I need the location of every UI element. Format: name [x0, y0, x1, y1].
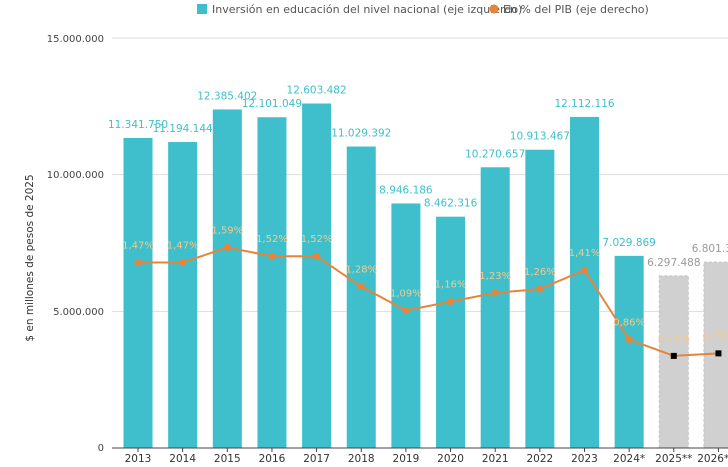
pib-value-label: 0,86%: [613, 318, 645, 329]
y-tick-label: 15.000.000: [47, 34, 104, 45]
bar-2024*: [614, 255, 644, 448]
x-tick-label: 2016: [259, 453, 286, 465]
pib-line-actual: [138, 246, 630, 341]
pib-point-2013: [134, 259, 142, 267]
pib-point-2016: [268, 252, 276, 260]
pib-value-label: 1,41%: [569, 248, 601, 259]
pib-point-2021: [491, 289, 499, 297]
bar-2015: [212, 109, 242, 449]
x-tick-label: 2019: [393, 453, 420, 465]
legend-label-investment: Inversión en educación del nivel naciona…: [212, 3, 522, 16]
bar-value-label: 12.101.049: [242, 98, 302, 110]
pib-point-2024*: [625, 336, 633, 344]
bar-value-label: 6.801.370: [692, 243, 728, 255]
pib-point-2015: [223, 243, 231, 251]
bar-value-label: 10.913.467: [510, 131, 570, 143]
bar-value-label: 8.946.186: [379, 184, 433, 196]
pib-point-2018: [357, 283, 365, 291]
y-tick-label: 10.000.000: [47, 170, 104, 181]
y-tick-label: 0: [98, 443, 104, 454]
pib-point-2023: [581, 266, 588, 274]
pib-point-2019: [402, 306, 410, 314]
x-tick-label: 2023: [571, 453, 598, 465]
x-tick-label: 2017: [303, 453, 330, 465]
y-axis-title: $ en millones de pesos de 2025: [24, 174, 36, 341]
pib-value-label: 0,75%: [703, 331, 728, 342]
bar-2020: [436, 216, 466, 448]
pib-value-label: 1,52%: [301, 234, 333, 245]
pib-value-label: 0,73%: [658, 334, 690, 345]
pib-point-2020: [447, 298, 455, 306]
x-tick-label: 2020: [437, 453, 464, 465]
pib-point-2017: [313, 252, 321, 260]
pib-value-label: 1,23%: [479, 271, 511, 282]
legend-label-pib: En % del PIB (eje derecho): [503, 3, 649, 16]
pib-value-label: 1,09%: [390, 288, 422, 299]
x-tick-label: 2014: [169, 453, 196, 465]
bar-value-label: 12.603.482: [287, 85, 347, 97]
pib-point-2026***: [715, 350, 722, 357]
pib-value-label: 1,47%: [167, 241, 199, 252]
legend-swatch-investment: [197, 4, 207, 14]
bar-value-label: 8.462.316: [424, 198, 478, 210]
bar-2018: [346, 146, 376, 448]
pib-value-label: 1,28%: [345, 265, 377, 276]
bar-2022: [525, 149, 555, 449]
pib-value-label: 1,26%: [524, 267, 556, 278]
x-tick-label: 2024*: [613, 453, 645, 465]
bar-2016: [257, 117, 287, 449]
bar-value-label: 11.194.144: [153, 123, 213, 135]
y-axis-ticks: 0 5.000.000 10.000.000 15.000.000: [47, 34, 104, 454]
bar-2014: [168, 142, 198, 448]
bar-2017: [302, 103, 332, 448]
bar-2019: [391, 203, 421, 448]
pib-value-label: 1,59%: [211, 225, 243, 236]
bar-2013: [123, 137, 153, 448]
bars: [123, 103, 728, 449]
bar-value-label: 12.385.402: [197, 90, 257, 102]
x-tick-label: 2021: [482, 453, 509, 465]
bar-2025**: [658, 275, 689, 449]
pib-value-label: 1,16%: [435, 280, 467, 291]
bar-value-label: 10.270.657: [465, 148, 525, 160]
x-tick-label: 2025**: [655, 453, 692, 465]
x-tick-label: 2022: [526, 453, 553, 465]
pib-point-2014: [179, 259, 187, 267]
pib-value-label: 1,52%: [256, 234, 288, 245]
pib-line: [134, 243, 722, 359]
pib-point-2025**: [670, 352, 677, 359]
x-tick-label: 2015: [214, 453, 241, 465]
pib-value-label: 1,47%: [122, 241, 154, 252]
pib-labels: 1,47% 1,47% 1,59% 1,52% 1,52% 1,28% 1,09% 1,16%…: [122, 225, 728, 344]
x-tick-label: 2013: [125, 453, 152, 465]
x-tick-label: 2026***: [697, 453, 728, 465]
bar-value-label: 11.029.392: [331, 128, 391, 140]
bar-value-label: 12.112.116: [554, 98, 614, 110]
bar-value-label: 11.341.750: [108, 119, 168, 131]
bar-value-label: 6.297.488: [647, 257, 700, 269]
bar-2021: [480, 167, 510, 448]
y-tick-label: 5.000.000: [53, 307, 104, 318]
legend-swatch-pib: [489, 4, 499, 14]
pib-point-2022: [536, 285, 544, 293]
bar-2023: [570, 116, 599, 449]
x-tick-label: 2018: [348, 453, 375, 465]
legend: Inversión en educación del nivel naciona…: [197, 3, 649, 16]
bar-value-label: 7.029.869: [602, 237, 655, 249]
x-axis-ticks: 2013 2014 2015 2016 2017 2018 2019 2020 2021 2022…: [125, 448, 728, 465]
